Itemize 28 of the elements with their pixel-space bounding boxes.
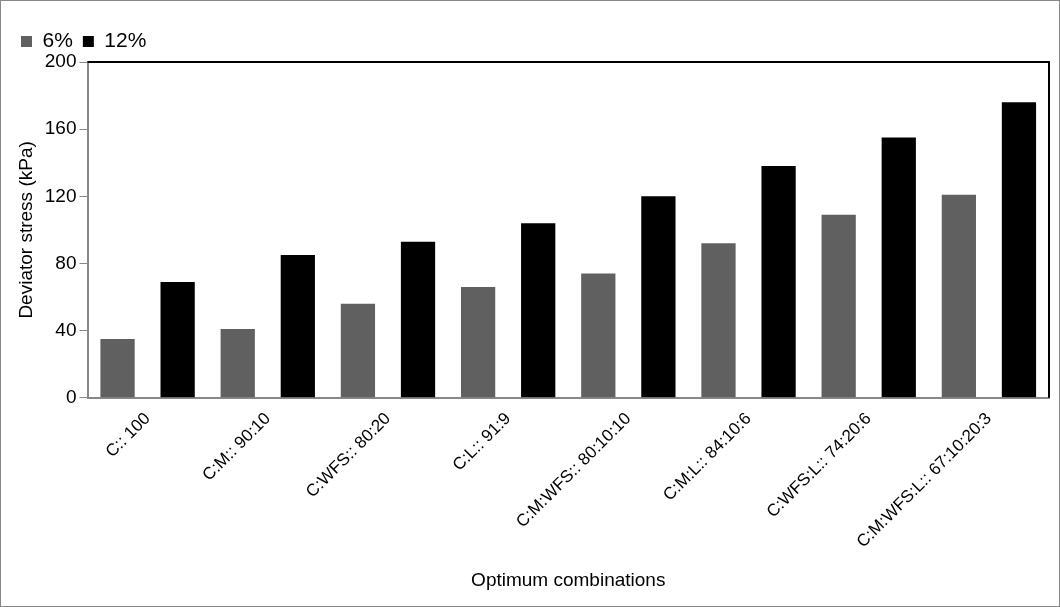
y-tick-label: 40 <box>55 318 77 340</box>
bar <box>821 214 856 398</box>
bar <box>220 328 255 398</box>
y-tick-label: 80 <box>55 251 77 273</box>
bar <box>881 137 916 398</box>
y-tick-label: 200 <box>44 50 77 72</box>
y-axis-title: Deviator stress (kPa) <box>14 141 36 319</box>
x-tick-label: C:: 100 <box>101 408 154 461</box>
bar <box>641 196 676 398</box>
bar <box>460 287 496 398</box>
x-tick-label: C:L:: 91:9 <box>448 408 515 475</box>
bar <box>701 243 736 398</box>
bar <box>941 194 976 398</box>
bar <box>521 223 556 398</box>
bar <box>160 281 195 398</box>
legend-label: 6% <box>42 28 73 52</box>
bar <box>280 255 315 398</box>
bar <box>581 273 616 398</box>
bar <box>100 339 135 398</box>
bar <box>400 241 436 398</box>
x-axis-title: Optimum combinations <box>471 568 666 590</box>
legend-label: 12% <box>104 28 147 52</box>
y-tick-label: 160 <box>44 117 77 139</box>
bar <box>1001 102 1037 398</box>
bar <box>761 166 796 398</box>
y-tick-label: 0 <box>65 386 77 408</box>
y-tick-label: 120 <box>44 184 77 206</box>
bar <box>340 303 376 398</box>
